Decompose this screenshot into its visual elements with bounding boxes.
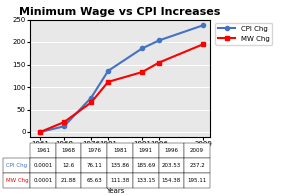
Line: CPI Chg: CPI Chg [38, 23, 205, 134]
MW Chg [62, 121, 66, 123]
Line: MW Chg: MW Chg [38, 42, 205, 134]
CPI Chg [140, 47, 144, 50]
CPI Chg [62, 125, 66, 128]
CPI Chg [106, 70, 110, 72]
CPI Chg [89, 97, 93, 99]
MW Chg [38, 131, 42, 133]
MW Chg [106, 81, 110, 83]
CPI Chg [157, 39, 161, 42]
Legend: CPI Chg, MW Chg: CPI Chg, MW Chg [215, 23, 272, 45]
MW Chg [157, 61, 161, 64]
CPI Chg [38, 131, 42, 133]
Text: Years: Years [106, 188, 125, 194]
CPI Chg [201, 24, 205, 27]
Title: Minimum Wage vs CPI Increases: Minimum Wage vs CPI Increases [19, 7, 221, 17]
MW Chg [201, 43, 205, 45]
MW Chg [140, 71, 144, 73]
MW Chg [89, 101, 93, 104]
